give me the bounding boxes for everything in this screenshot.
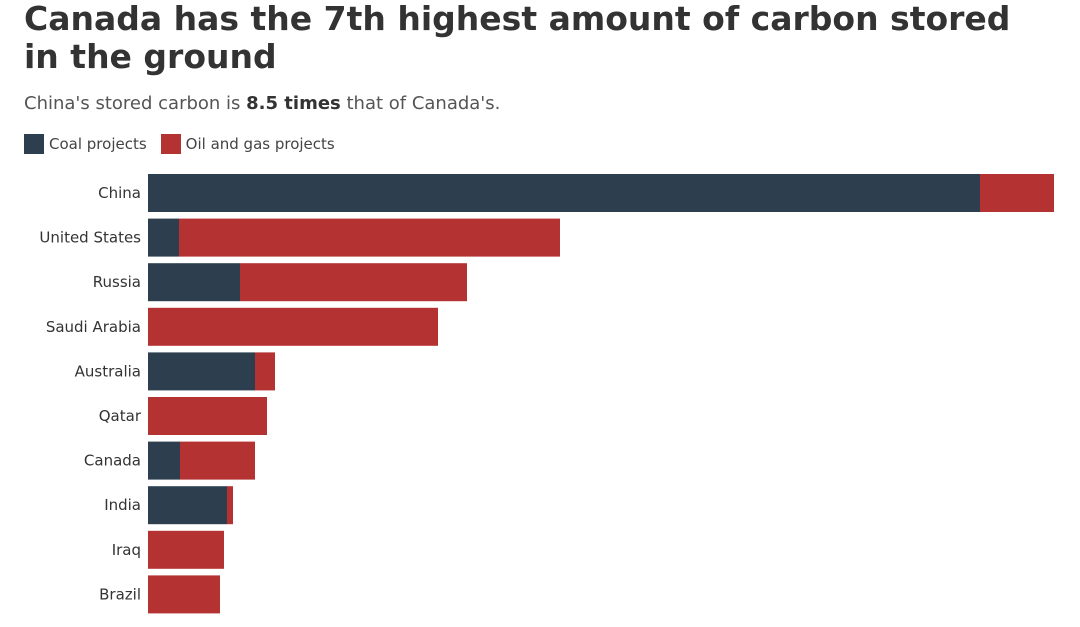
category-label-brazil: Brazil [99,585,141,603]
subtitle-prefix: China's stored carbon is [24,93,247,114]
bar-russia-oil-gas[interactable] [240,263,467,302]
bar-united-states-coal[interactable] [148,218,179,257]
subtitle-suffix: that of Canada's. [340,93,501,114]
bar-australia-oil-gas[interactable] [255,352,275,391]
category-label-india: India [104,496,141,514]
bar-australia-coal[interactable] [148,352,255,391]
category-label-united-states: United States [39,229,141,247]
bar-china-oil-gas[interactable] [980,174,1054,212]
bar-india-coal[interactable] [148,486,227,525]
chart-subtitle: China's stored carbon is 8.5 times that … [24,92,500,116]
legend: Coal projects Oil and gas projects [24,134,349,154]
category-label-china: China [98,184,141,202]
legend-label-oil-gas: Oil and gas projects [185,135,335,153]
bar-china-coal[interactable] [148,174,980,212]
bar-brazil-oil-gas[interactable] [148,575,220,614]
bar-canada-coal[interactable] [148,441,180,480]
category-label-canada: Canada [84,452,141,470]
chart-title: Canada has the 7th highest amount of car… [24,0,1011,76]
bar-iraq-oil-gas[interactable] [148,530,224,569]
legend-item-coal[interactable]: Coal projects [24,134,147,154]
subtitle-highlight: 8.5 times [246,93,341,114]
category-label-saudi-arabia: Saudi Arabia [46,318,141,336]
bar-india-oil-gas[interactable] [227,486,233,525]
legend-swatch-coal [24,134,44,154]
bar-canada-oil-gas[interactable] [180,441,255,480]
bar-saudi-arabia-oil-gas[interactable] [148,307,438,346]
legend-label-coal: Coal projects [49,135,147,153]
bar-united-states-oil-gas[interactable] [179,218,560,257]
legend-swatch-oil-gas [160,134,181,154]
category-label-australia: Australia [75,362,141,380]
category-label-iraq: Iraq [112,541,141,559]
bar-russia-coal[interactable] [148,263,240,302]
category-label-qatar: Qatar [99,407,142,425]
bar-qatar-oil-gas[interactable] [148,397,267,435]
legend-item-oil-gas[interactable]: Oil and gas projects [160,134,335,154]
category-label-russia: Russia [93,273,141,291]
